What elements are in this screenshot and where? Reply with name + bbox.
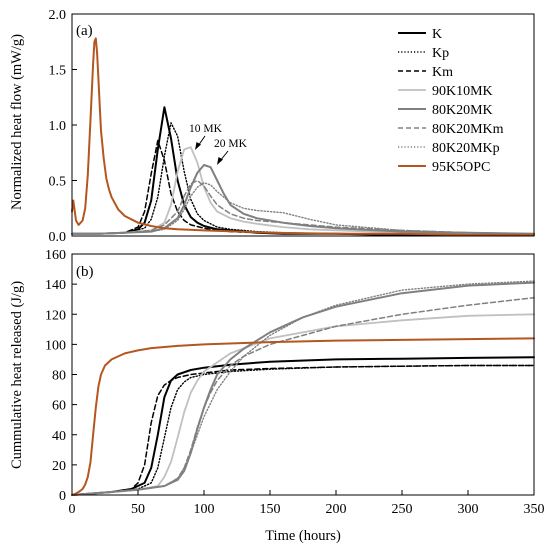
panel-b-y-tick-label: 100: [45, 338, 66, 353]
panel-b-y-tick-label: 20: [52, 459, 66, 474]
panel-b-x-axis-label: Time (hours): [265, 528, 341, 544]
panel-b-series-kp: [71, 364, 535, 496]
panel-b-x-tick-label: 300: [458, 502, 479, 517]
panel-a-y-ticks: 0.0 0.5 1.0 1.5 2.0: [49, 8, 77, 245]
panel-b-y-tick-label: 60: [52, 399, 66, 414]
panel-b-x-tick-label: 350: [524, 502, 545, 517]
panel-b-x-tick-label: 250: [392, 502, 413, 517]
panel-b-y-tick-label: 0: [59, 489, 66, 504]
panel-b-y-tick-label: 120: [45, 308, 66, 323]
annotation-20mk: 20 MK: [214, 138, 248, 165]
panel-b-series-80k20mkm: [71, 296, 535, 496]
panel-a-y-tick-label: 2.0: [49, 8, 67, 23]
panel-b-x-tick-label: 200: [326, 502, 347, 517]
annotation-10mk-label: 10 MK: [189, 123, 223, 135]
panel-b-y-tick-label: 40: [52, 429, 66, 444]
panel-a-y-tick-label: 0.0: [49, 230, 67, 245]
legend-label-80k20mkp: 80K20MKp: [432, 141, 500, 156]
panel-a-y-tick-label: 1.5: [49, 64, 67, 79]
panel-b-cumulative-heat: 0 20 40 60 80 100 120 140 160 0 50 100 150 200 250 300…: [9, 248, 545, 544]
legend-label-k: K: [432, 27, 442, 42]
panel-b-y-ticks: 0 20 40 60 80 100 120 140 160: [45, 248, 77, 504]
legend: K Kp Km 90K10MK 80K20MK 80K20MKm 80K20MKp 95K5O…: [398, 27, 504, 175]
panel-a-y-tick-label: 0.5: [49, 175, 67, 190]
panel-a-label: (a): [76, 23, 93, 39]
panel-a-y-axis-label: Normalized heat flow (mW/g): [9, 34, 25, 210]
annotation-20mk-arrowhead: [217, 157, 223, 165]
panel-b-label: (b): [76, 264, 94, 280]
panel-b-y-axis-label: Cummulative heat released (J/g): [9, 281, 25, 469]
panel-b-y-tick-label: 80: [52, 369, 66, 384]
panel-b-series-80k20mk: [71, 281, 535, 496]
legend-label-95k5opc: 95K5OPC: [432, 160, 490, 175]
panel-a-series-group: [71, 37, 535, 236]
legend-label-80k20mk: 80K20MK: [432, 103, 493, 118]
panel-b-y-tick-label: 160: [45, 248, 66, 263]
panel-a-normalized-heat-flow: 0.0 0.5 1.0 1.5 2.0 (a) Normalized heat flow…: [9, 8, 535, 245]
annotation-10mk: 10 MK: [189, 123, 223, 150]
panel-a-series-95k5opc: [71, 37, 535, 236]
panel-b-frame: [71, 253, 535, 496]
panel-a-series-80k20mkp: [71, 182, 535, 235]
panel-b-x-tick-label: 50: [131, 502, 145, 517]
panel-b-x-tick-label: 150: [260, 502, 281, 517]
panel-a-series-80k20mkm: [71, 179, 535, 235]
panel-b-series-80k20mkp: [71, 280, 535, 496]
annotation-20mk-label: 20 MK: [214, 138, 248, 150]
panel-b-y-tick-label: 140: [45, 278, 66, 293]
annotation-10mk-arrowhead: [195, 142, 201, 150]
panel-b-series-km: [71, 364, 535, 496]
panel-b-x-tick-label: 100: [194, 502, 215, 517]
panel-b-x-tick-label: 0: [69, 502, 76, 517]
panel-b-series-95k5opc: [71, 337, 535, 496]
legend-label-km: Km: [432, 65, 453, 80]
panel-b-x-ticks: 0 50 100 150 200 250 300 350: [69, 490, 545, 517]
legend-label-80k20mkm: 80K20MKm: [432, 122, 504, 137]
panel-b-series-k: [71, 356, 535, 496]
legend-label-90k10mk: 90K10MK: [432, 84, 493, 99]
panel-a-y-tick-label: 1.0: [49, 119, 67, 134]
legend-label-kp: Kp: [432, 46, 449, 61]
panel-b-series-group: [71, 280, 535, 496]
